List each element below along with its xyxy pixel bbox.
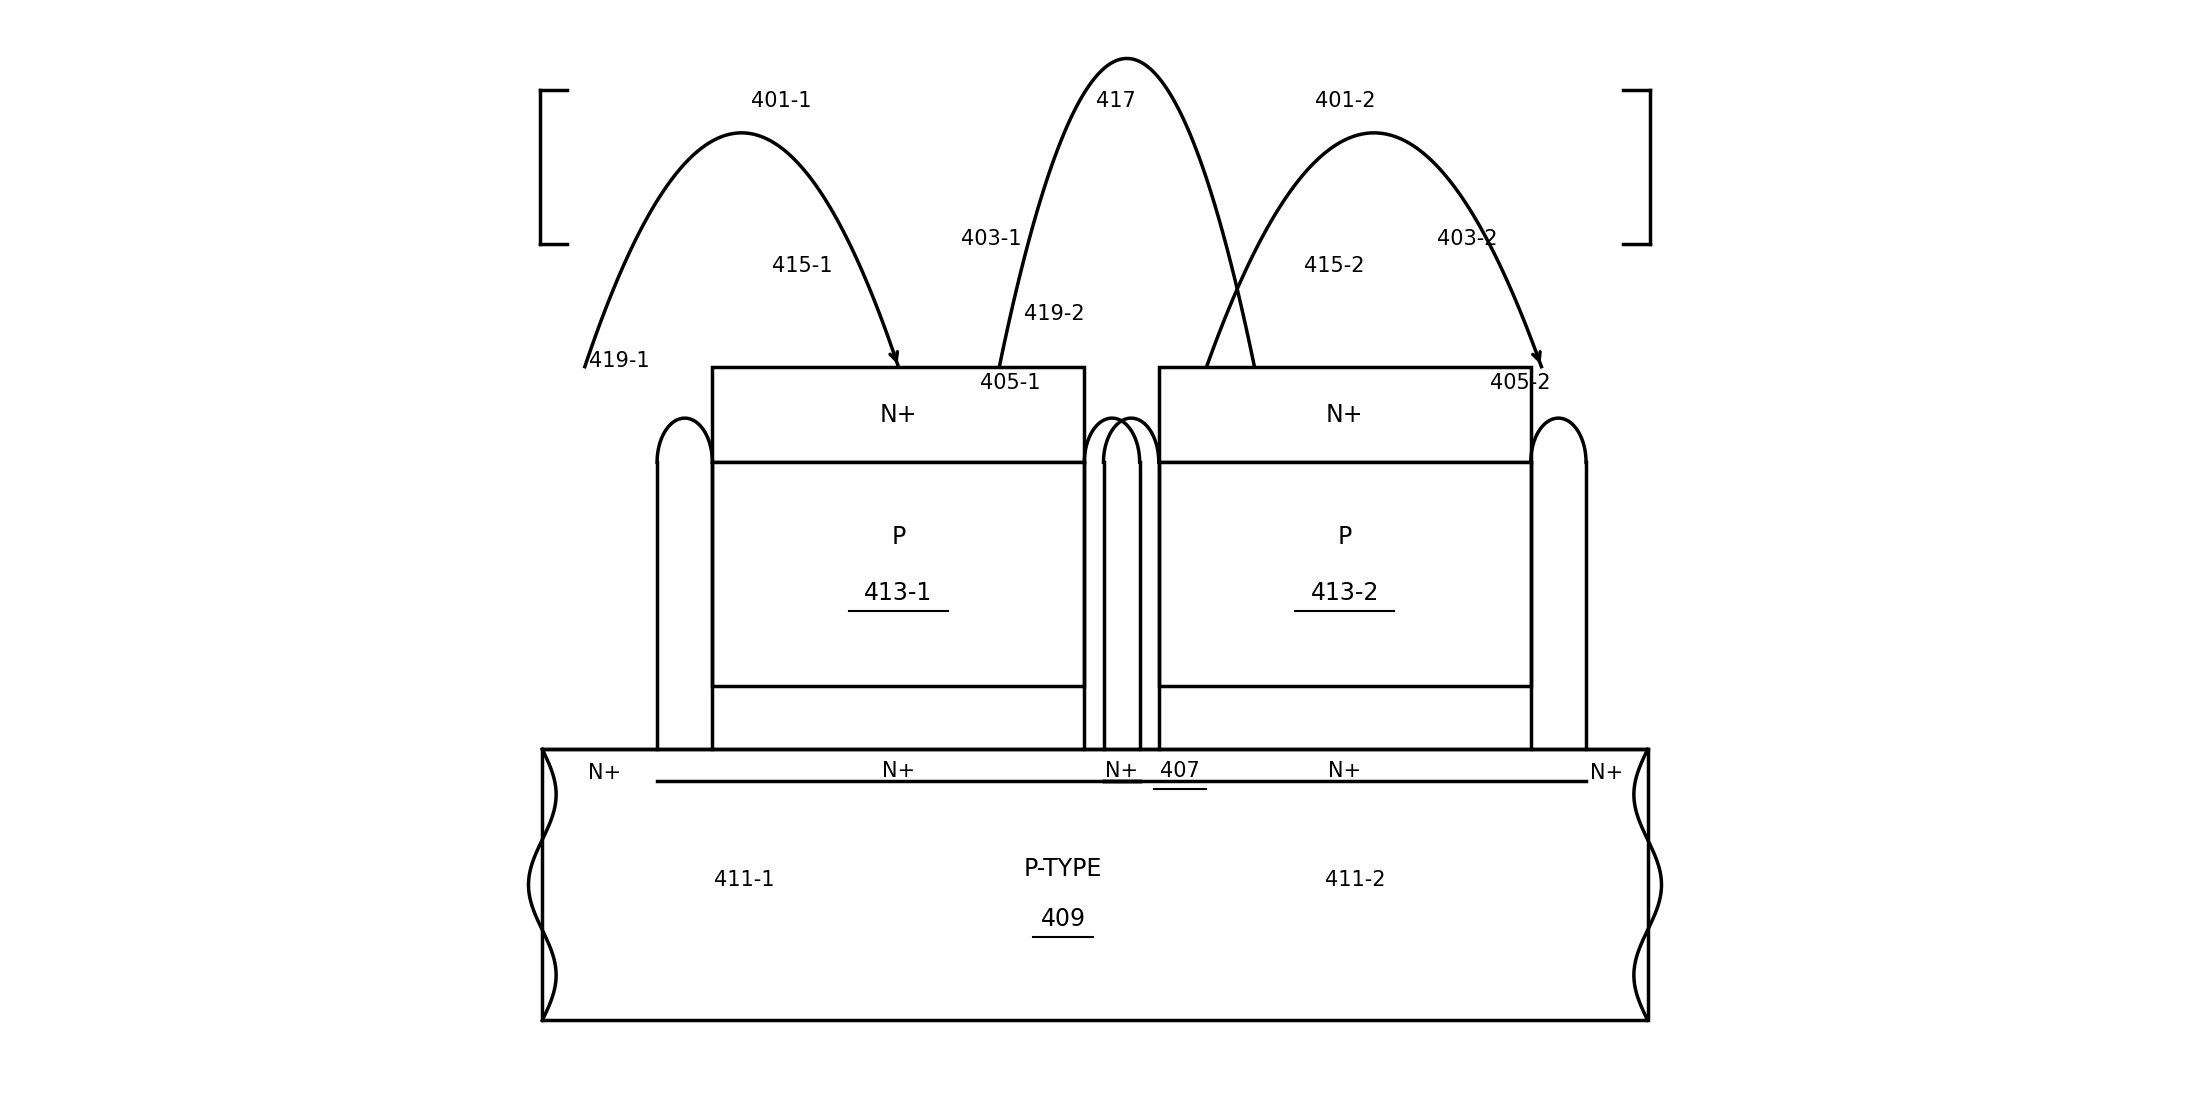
Text: 417: 417 bbox=[1097, 92, 1137, 110]
Text: 407: 407 bbox=[1161, 761, 1200, 780]
FancyBboxPatch shape bbox=[1159, 462, 1531, 685]
FancyBboxPatch shape bbox=[712, 367, 1084, 462]
Text: N+: N+ bbox=[880, 403, 918, 426]
Text: 413-2: 413-2 bbox=[1310, 581, 1380, 605]
Text: N+: N+ bbox=[1106, 761, 1139, 780]
Text: P-TYPE: P-TYPE bbox=[1025, 857, 1102, 881]
Text: N+: N+ bbox=[1590, 762, 1623, 782]
Text: N+: N+ bbox=[1325, 403, 1364, 426]
Text: 419-2: 419-2 bbox=[1025, 304, 1084, 324]
Text: 411-1: 411-1 bbox=[714, 869, 775, 889]
Text: N+: N+ bbox=[883, 761, 915, 780]
Text: N+: N+ bbox=[589, 762, 622, 782]
Text: P: P bbox=[1338, 525, 1351, 549]
Text: 403-2: 403-2 bbox=[1437, 229, 1498, 249]
FancyBboxPatch shape bbox=[712, 462, 1084, 685]
Text: 405-1: 405-1 bbox=[979, 373, 1040, 393]
Text: 403-1: 403-1 bbox=[961, 229, 1021, 249]
Text: 401-2: 401-2 bbox=[1314, 92, 1375, 110]
Text: 413-1: 413-1 bbox=[865, 581, 933, 605]
Text: 411-2: 411-2 bbox=[1325, 869, 1386, 889]
FancyBboxPatch shape bbox=[1159, 367, 1531, 462]
Text: 405-2: 405-2 bbox=[1489, 373, 1551, 393]
Text: N+: N+ bbox=[1327, 761, 1362, 780]
Text: 419-1: 419-1 bbox=[589, 352, 648, 372]
FancyBboxPatch shape bbox=[543, 749, 1647, 1020]
Text: 401-1: 401-1 bbox=[751, 92, 812, 110]
Text: 415-2: 415-2 bbox=[1303, 256, 1364, 276]
Text: 409: 409 bbox=[1040, 907, 1086, 931]
Text: P: P bbox=[891, 525, 904, 549]
Text: 415-1: 415-1 bbox=[773, 256, 832, 276]
